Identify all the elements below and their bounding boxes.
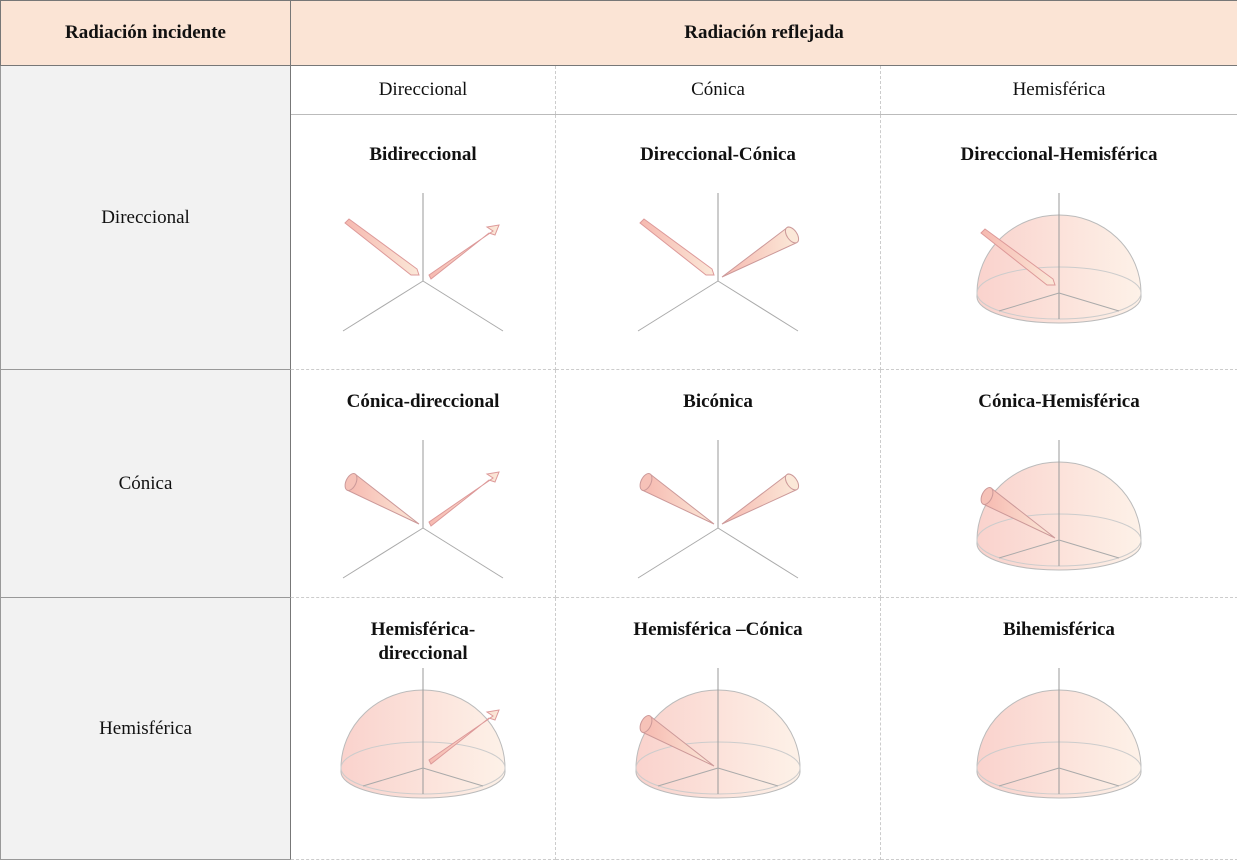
column-label: Cónica bbox=[555, 65, 881, 115]
illustration bbox=[635, 668, 801, 799]
cell: Hemisférica –Cónica bbox=[555, 597, 881, 860]
header-cell: Radiación incidente bbox=[0, 0, 291, 66]
cell-title: Bidireccional bbox=[369, 144, 477, 165]
cell-title: Cónica-direccional bbox=[346, 391, 500, 412]
cell: Direccional-Hemisférica bbox=[879, 114, 1237, 370]
cell-title: Bihemisférica bbox=[1003, 619, 1115, 640]
row-label: Hemisférica bbox=[0, 597, 291, 860]
cell-title: Bicónica bbox=[683, 391, 753, 412]
illustration bbox=[976, 193, 1142, 324]
cell-title: Cónica-Hemisférica bbox=[978, 391, 1140, 412]
column-label: Hemisférica bbox=[879, 65, 1237, 115]
cell: Direccional-Cónica bbox=[555, 114, 881, 370]
illustration bbox=[976, 440, 1142, 571]
illustration bbox=[342, 193, 504, 332]
row-label: Cónica bbox=[0, 369, 291, 598]
cell-title: Direccional-Hemisférica bbox=[960, 144, 1158, 165]
illustration bbox=[637, 440, 802, 579]
row-label: Direccional bbox=[0, 65, 291, 370]
cell-title: Hemisférica –Cónica bbox=[633, 619, 803, 640]
cell-title: Direccional-Cónica bbox=[640, 144, 796, 165]
cell: Cónica-direccional bbox=[290, 369, 556, 598]
cell: Bicónica bbox=[555, 369, 881, 598]
cell: Cónica-Hemisférica bbox=[879, 369, 1237, 598]
illustration bbox=[976, 668, 1142, 799]
illustration bbox=[340, 668, 506, 799]
cell-title: Hemisférica- direccional bbox=[370, 619, 476, 664]
illustration bbox=[637, 193, 802, 332]
column-label: Direccional bbox=[290, 65, 556, 115]
illustration bbox=[342, 440, 504, 579]
cell: Hemisférica- direccional bbox=[290, 597, 556, 860]
header-cell: Radiación reflejada bbox=[289, 0, 1237, 66]
cell: Bihemisférica bbox=[879, 597, 1237, 860]
cell: Bidireccional bbox=[290, 114, 556, 370]
